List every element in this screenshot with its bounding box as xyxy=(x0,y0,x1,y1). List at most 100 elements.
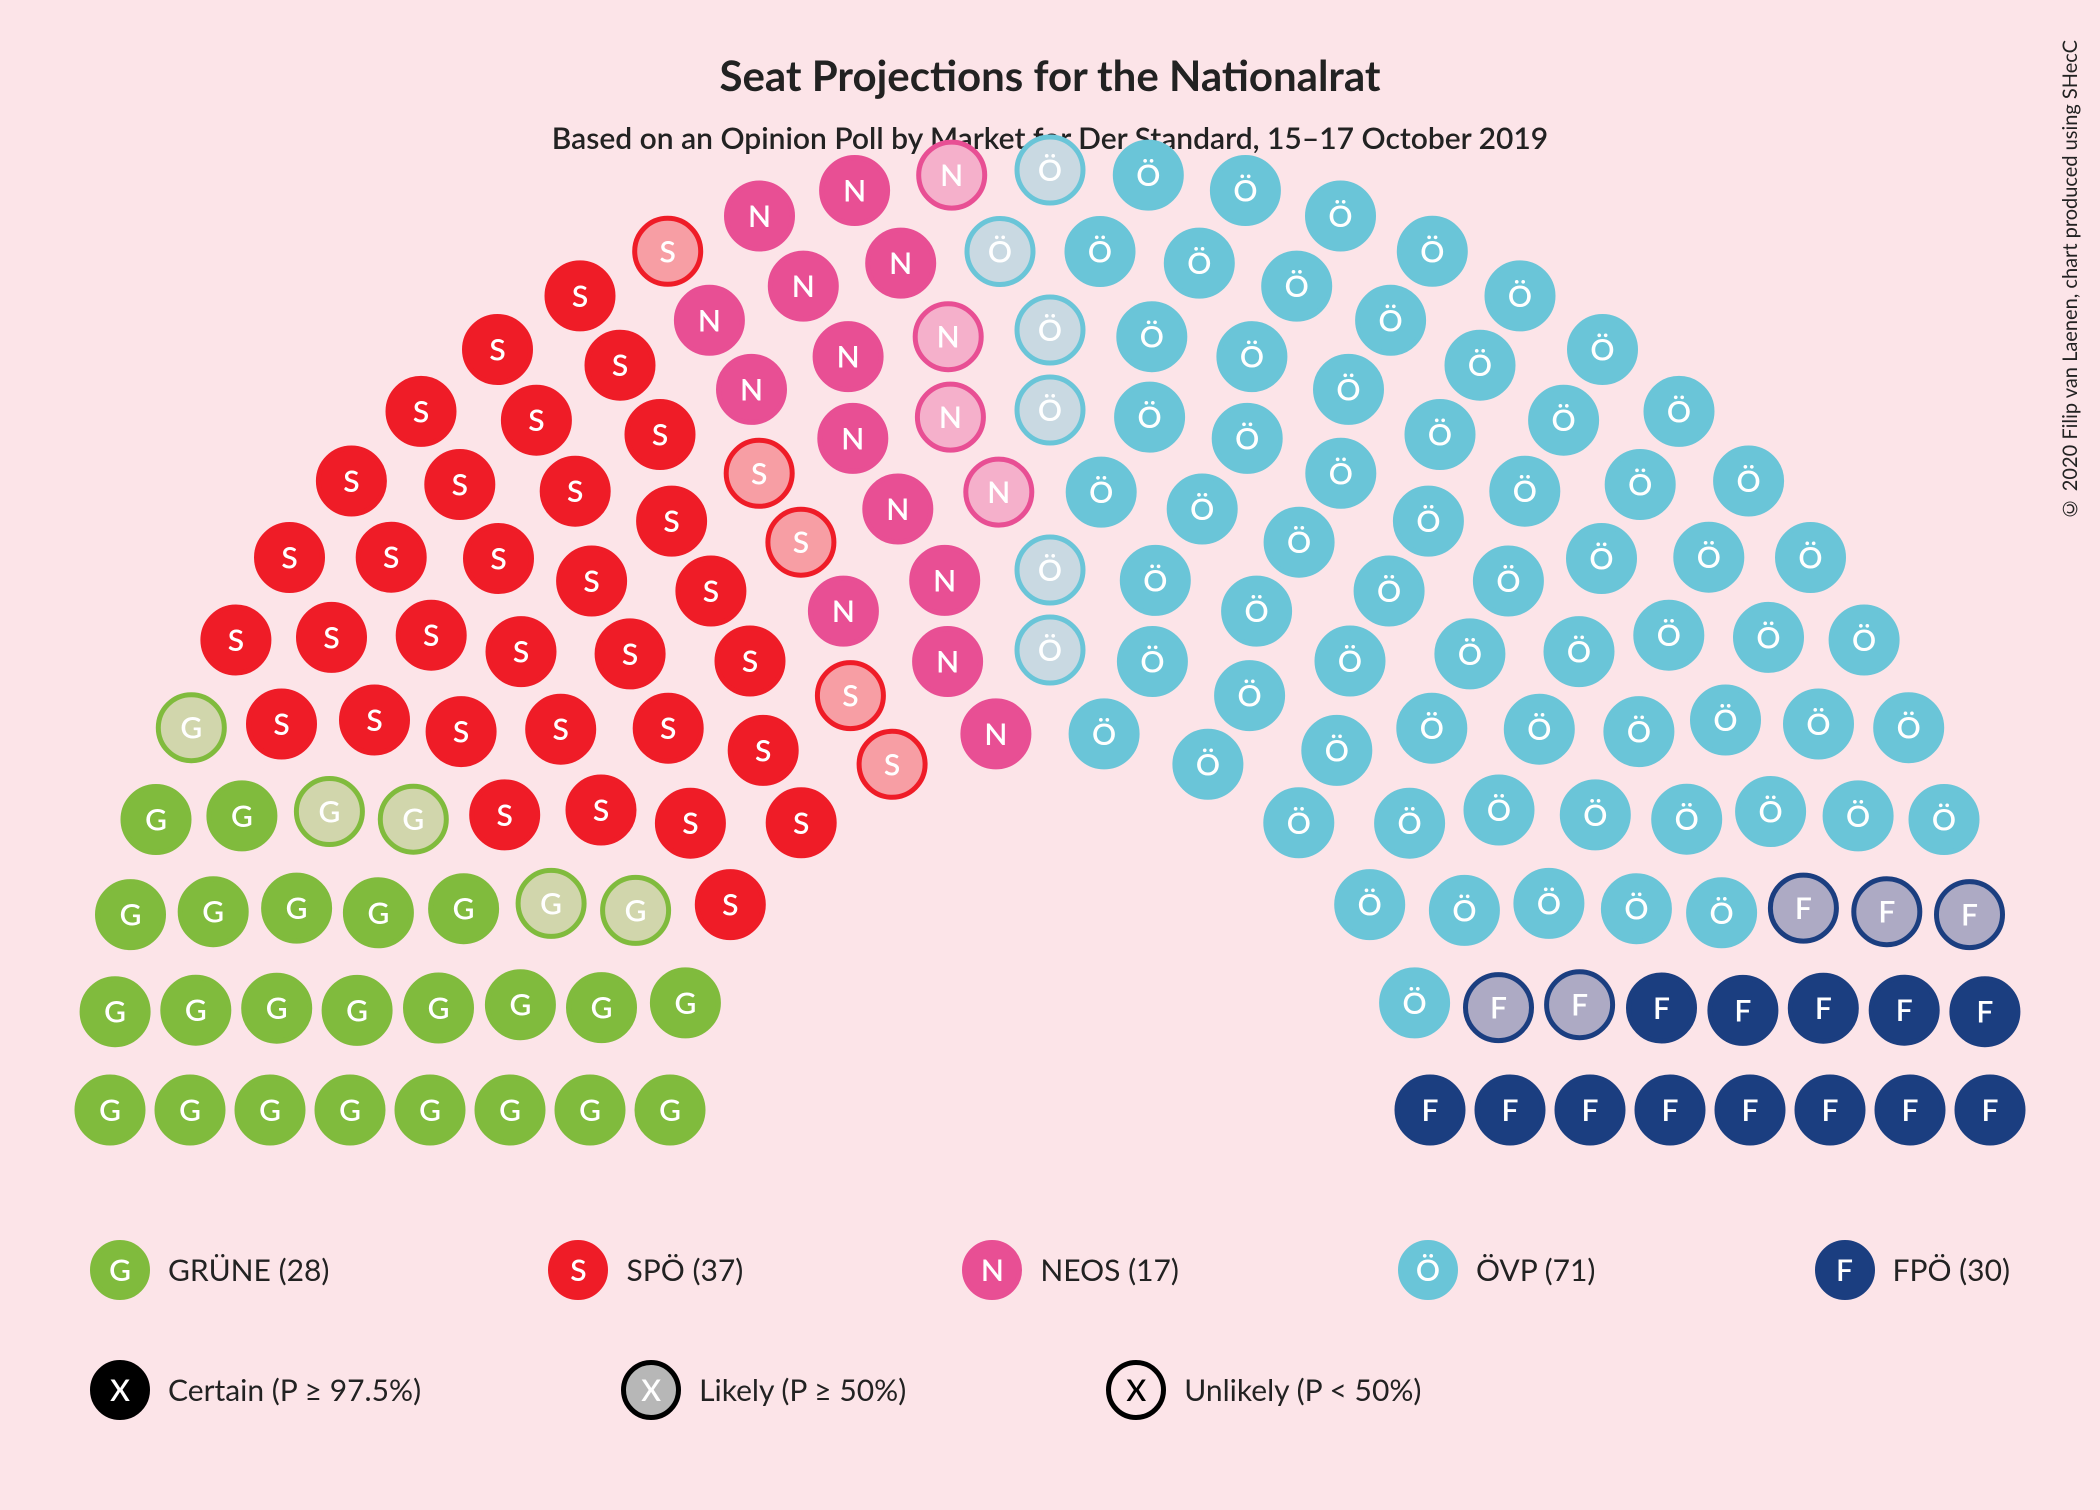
svg-text:Ö: Ö xyxy=(1190,491,1214,527)
svg-text:S: S xyxy=(366,702,382,738)
seat-O: Ö xyxy=(1358,287,1424,353)
svg-text:Ö: Ö xyxy=(1713,702,1737,738)
svg-text:Ö: Ö xyxy=(1657,617,1681,653)
seat-G: G xyxy=(324,977,390,1043)
seat-S: S xyxy=(547,263,613,329)
svg-text:Ö: Ö xyxy=(1138,399,1162,435)
seat-S: S xyxy=(635,695,701,761)
legend-label: SPÖ (37) xyxy=(626,1252,743,1288)
seat-O: Ö xyxy=(1487,263,1553,329)
seat-O: Ö xyxy=(1308,183,1374,249)
svg-text:Ö: Ö xyxy=(1590,332,1614,368)
svg-text:G: G xyxy=(266,990,288,1026)
svg-text:S: S xyxy=(497,797,513,833)
seat-O: Ö xyxy=(1119,304,1185,370)
svg-text:Ö: Ö xyxy=(1624,891,1648,927)
svg-text:N: N xyxy=(984,716,1007,752)
seat-G: G xyxy=(209,783,275,849)
seat-N: N xyxy=(915,629,981,695)
seat-G: G xyxy=(77,1077,143,1143)
seat-G: G xyxy=(180,879,246,945)
svg-text:Ö: Ö xyxy=(1240,339,1264,375)
seat-S: S xyxy=(257,525,323,591)
seat-O: Ö xyxy=(1531,387,1597,453)
svg-text:Ö: Ö xyxy=(1140,319,1164,355)
svg-text:S: S xyxy=(842,678,858,714)
seat-N: N xyxy=(815,324,881,390)
legend-swatch: N xyxy=(962,1240,1022,1300)
svg-text:N: N xyxy=(987,474,1010,510)
svg-text:S: S xyxy=(652,417,668,453)
svg-text:G: G xyxy=(318,794,340,830)
seat-O: Ö xyxy=(1017,537,1083,603)
svg-text:S: S xyxy=(490,541,506,577)
legend-prob-certain: XCertain (P ≥ 97.5%) xyxy=(90,1360,421,1420)
seat-F: F xyxy=(1790,975,1856,1041)
seat-O: Ö xyxy=(1399,218,1465,284)
seat-F: F xyxy=(1952,979,2018,1045)
legend-label: ÖVP (71) xyxy=(1476,1252,1595,1288)
svg-text:Ö: Ö xyxy=(1196,746,1220,782)
seat-G: G xyxy=(98,882,164,948)
seat-O: Ö xyxy=(1117,384,1183,450)
svg-text:N: N xyxy=(933,562,956,598)
seat-S: S xyxy=(398,602,464,668)
svg-text:Ö: Ö xyxy=(1187,245,1211,281)
svg-text:G: G xyxy=(509,987,531,1023)
svg-text:G: G xyxy=(625,892,647,928)
svg-text:S: S xyxy=(513,634,529,670)
svg-text:G: G xyxy=(499,1092,521,1128)
svg-text:G: G xyxy=(231,798,253,834)
svg-text:Ö: Ö xyxy=(1697,539,1721,575)
seat-G: G xyxy=(557,1077,623,1143)
svg-text:Ö: Ö xyxy=(1325,732,1349,768)
svg-text:Ö: Ö xyxy=(1737,463,1761,499)
seat-G: G xyxy=(406,975,472,1041)
seat-N: N xyxy=(919,142,985,208)
svg-text:N: N xyxy=(936,644,959,680)
seat-O: Ö xyxy=(1067,219,1133,285)
seat-O: Ö xyxy=(1115,142,1181,208)
svg-text:F: F xyxy=(1902,1092,1919,1128)
seat-O: Ö xyxy=(1382,970,1448,1036)
seat-O: Ö xyxy=(1466,777,1532,843)
seat-N: N xyxy=(719,356,785,422)
svg-text:N: N xyxy=(748,198,771,234)
seat-F: F xyxy=(1477,1077,1543,1143)
seat-O: Ö xyxy=(1316,356,1382,422)
svg-text:G: G xyxy=(419,1092,441,1128)
seat-G: G xyxy=(477,1077,543,1143)
seat-F: F xyxy=(1871,977,1937,1043)
svg-text:Ö: Ö xyxy=(1329,455,1353,491)
svg-text:F: F xyxy=(1961,897,1978,933)
legend-swatch: Ö xyxy=(1398,1240,1458,1300)
legend-swatch: X xyxy=(621,1360,681,1420)
legend-label: NEOS (17) xyxy=(1040,1252,1179,1288)
seat-S: S xyxy=(358,524,424,590)
svg-text:Ö: Ö xyxy=(988,234,1012,270)
svg-text:F: F xyxy=(1815,990,1832,1026)
svg-text:S: S xyxy=(593,792,609,828)
legend-swatch: X xyxy=(1106,1360,1166,1420)
seat-O: Ö xyxy=(1676,524,1742,590)
svg-text:G: G xyxy=(453,891,475,927)
seat-O: Ö xyxy=(1437,621,1503,687)
legend-prob-unlikely: XUnlikely (P < 50%) xyxy=(1106,1360,1421,1420)
seat-G: G xyxy=(296,779,362,845)
seat-O: Ö xyxy=(1266,790,1332,856)
seat-O: Ö xyxy=(1266,509,1332,575)
hemicycle-chart: GGGGGGGGGGGGGGGGGGGGGGGGGGGGSSSSSSSSSSSS… xyxy=(0,0,2100,1180)
seat-S: S xyxy=(428,699,494,765)
seat-N: N xyxy=(822,158,888,224)
svg-text:N: N xyxy=(843,173,866,209)
svg-text:S: S xyxy=(452,467,468,503)
svg-text:S: S xyxy=(660,233,676,269)
seat-O: Ö xyxy=(1786,691,1852,757)
seat-O: Ö xyxy=(1736,604,1802,670)
seat-N: N xyxy=(963,701,1029,767)
seat-N: N xyxy=(865,476,931,542)
svg-text:G: G xyxy=(674,985,696,1021)
seat-O: Ö xyxy=(1492,458,1558,524)
seat-O: Ö xyxy=(1716,448,1782,514)
legend-label: Likely (P ≥ 50%) xyxy=(699,1372,906,1408)
